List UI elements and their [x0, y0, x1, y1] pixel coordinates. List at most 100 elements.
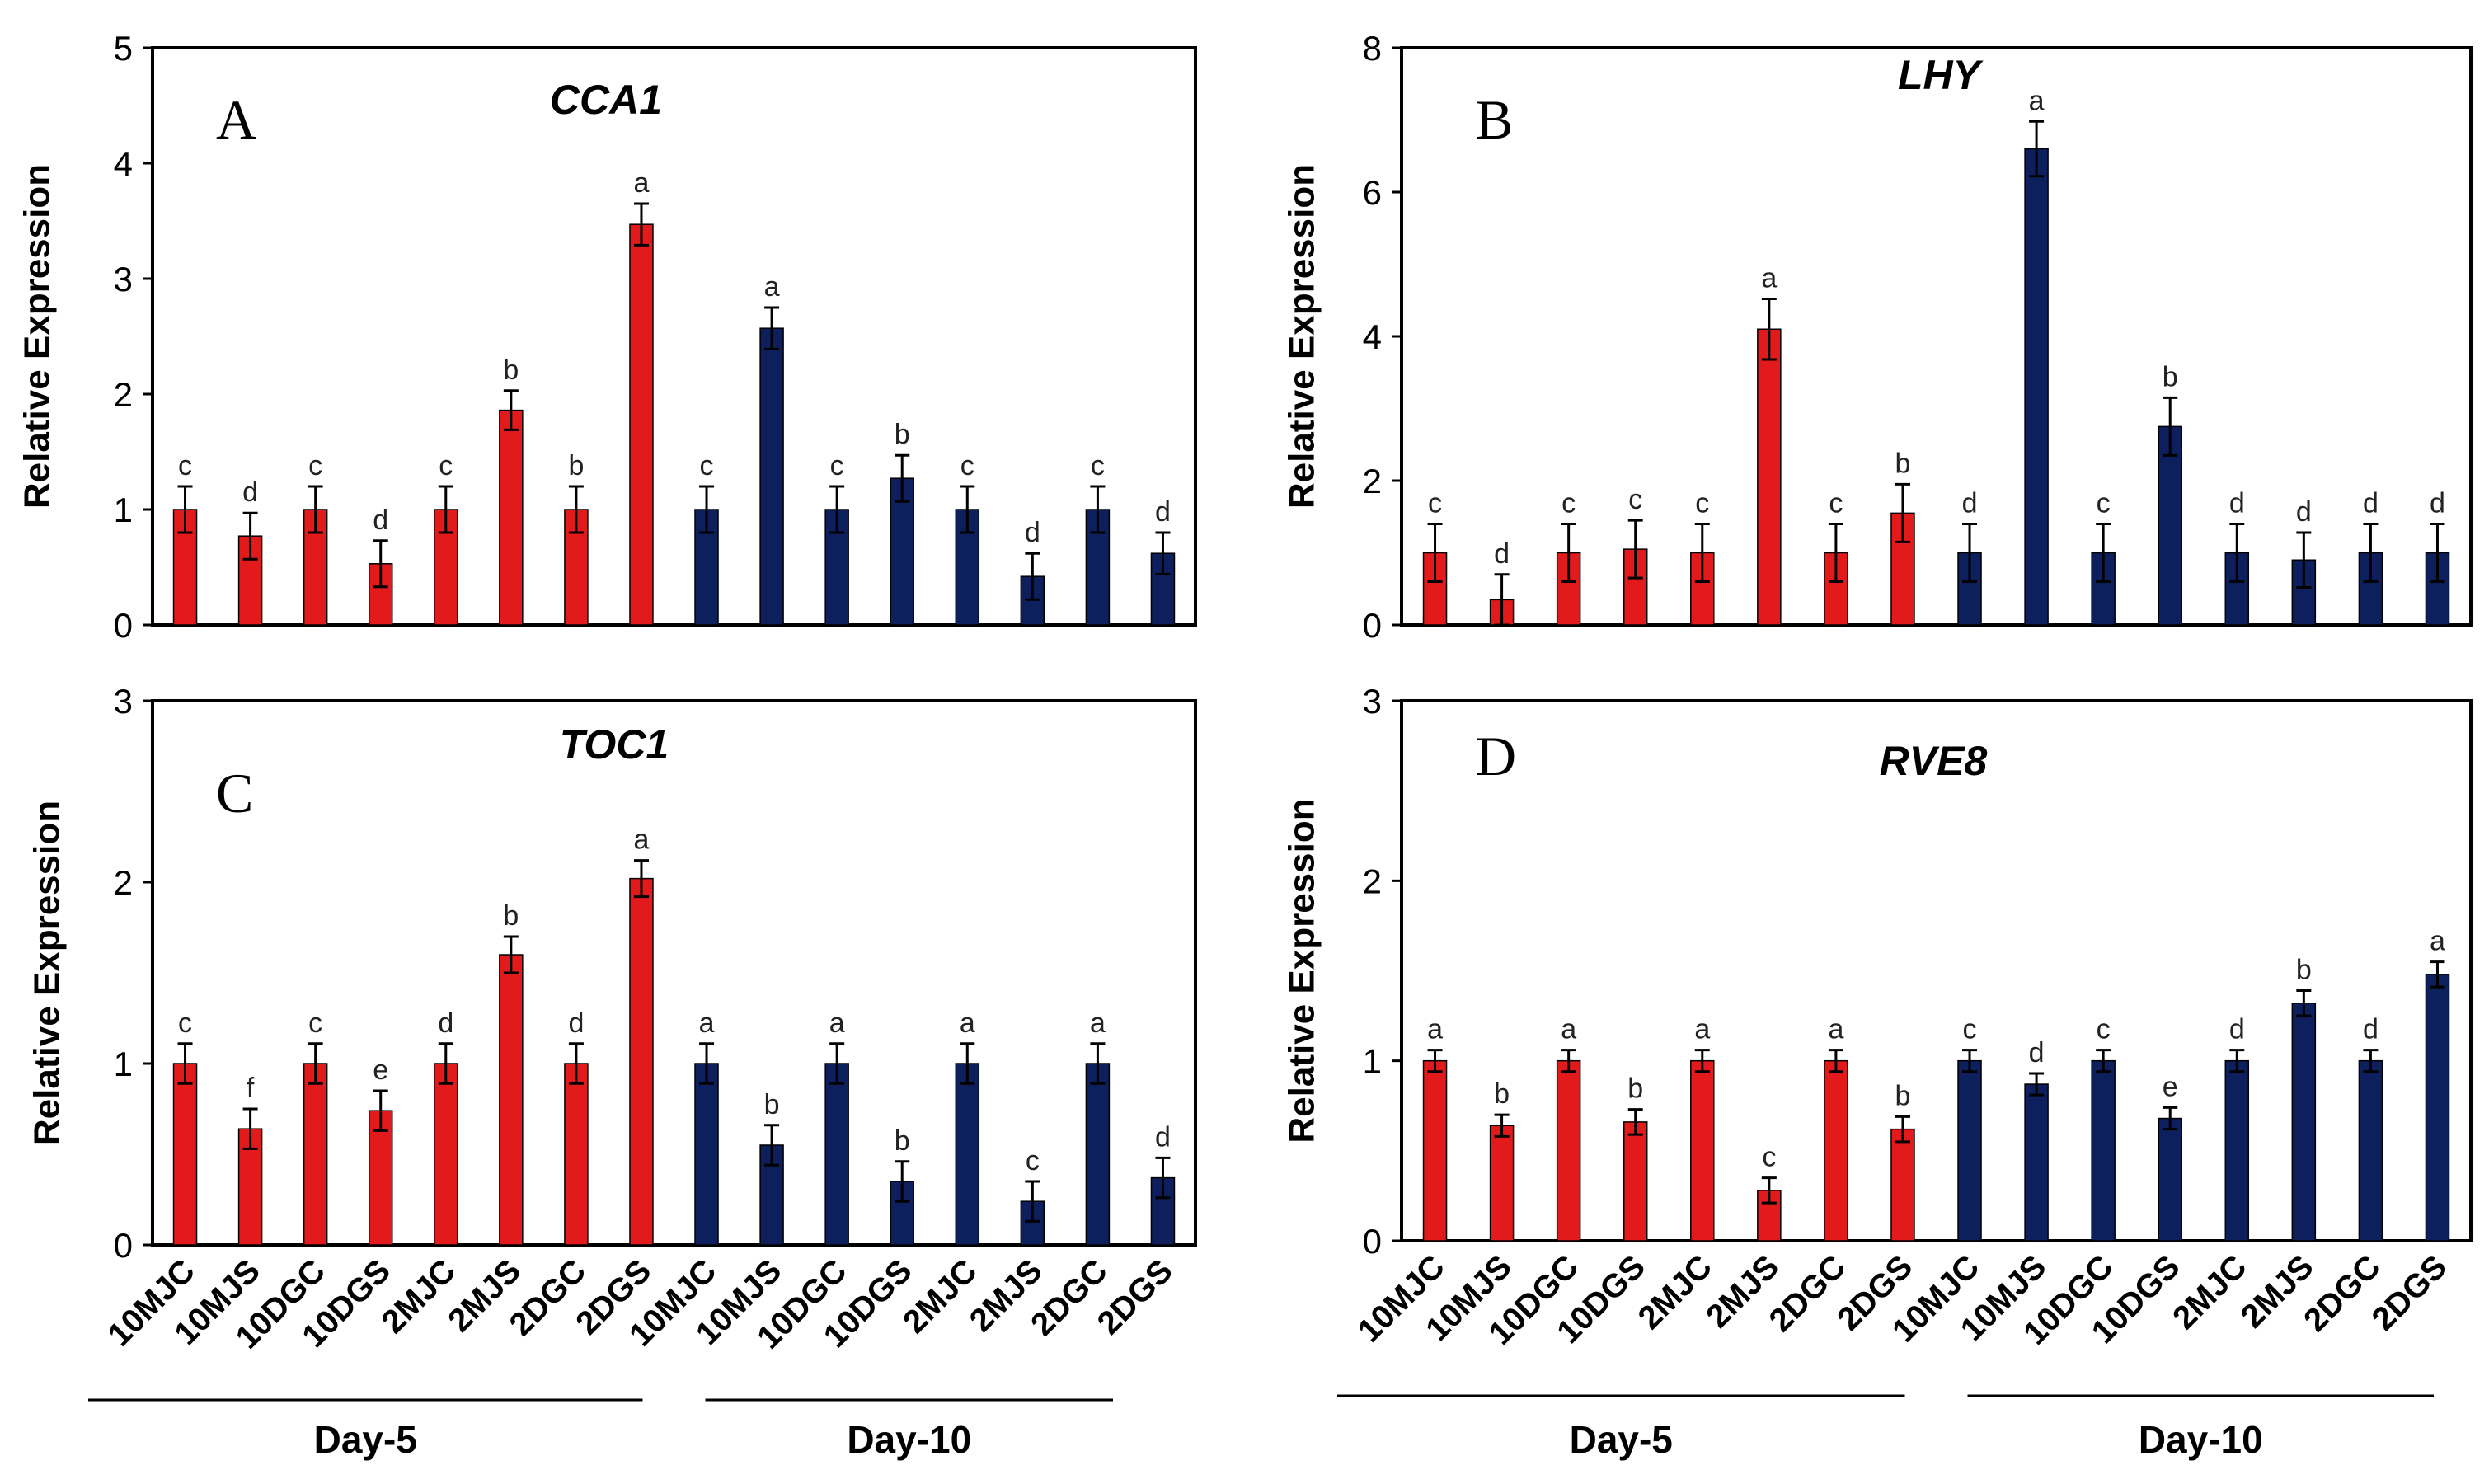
y-tick-label: 2 [114, 863, 133, 902]
significance-letter: c [178, 450, 192, 481]
significance-letter: c [1695, 488, 1709, 519]
y-axis-label: Relative Expression [17, 164, 58, 509]
significance-letter: c [439, 450, 453, 481]
significance-letter: a [1427, 1014, 1443, 1045]
significance-letter: b [568, 450, 584, 481]
group-label-day5: Day-5 [1570, 1418, 1673, 1461]
chart-panel-c: 0 1 2 3 Relative Expression TOC1 Cc f c e d b d a a b a b… [27, 682, 1197, 1461]
significance-letter: c [830, 450, 844, 481]
significance-letter: a [2430, 926, 2445, 957]
bar-2dgc-day5 [564, 1063, 589, 1246]
y-tick-label: 0 [1363, 606, 1382, 645]
plot-frame [151, 46, 1197, 627]
significance-letter: b [895, 1125, 910, 1157]
bar-10dgc-day10 [824, 1063, 849, 1246]
y-tick-label: 5 [114, 29, 133, 68]
significance-letter: d [2363, 488, 2379, 519]
x-tick-label: 2DGC [2297, 1248, 2388, 1339]
significance-letter: c [960, 450, 974, 481]
significance-letter: d [2229, 488, 2245, 519]
significance-letter: d [2296, 496, 2312, 528]
panel-letter: C [216, 762, 253, 824]
chart-panel-b: 0 2 4 6 8 Relative Expression LHY Bc d c c c a c b d a c b… [1282, 29, 2473, 645]
bar-10mjs-day5 [1489, 1125, 1515, 1242]
bar-2mjs-day5 [1757, 328, 1782, 626]
significance-letter: a [634, 167, 650, 199]
significance-letter: b [764, 1089, 780, 1120]
significance-letter: e [373, 1054, 388, 1086]
significance-letter: d [2430, 488, 2445, 519]
significance-letter: d [1155, 496, 1171, 528]
significance-letter: a [1561, 1014, 1576, 1045]
significance-letter: a [829, 1007, 845, 1039]
plot-frame [1400, 46, 2473, 627]
significance-letter: c [2097, 1014, 2111, 1045]
bar-2mjc-day10 [955, 1063, 980, 1246]
y-tick-label: 8 [1363, 29, 1382, 68]
significance-letter: c [1628, 484, 1642, 515]
bar-10dgc-day10 [2091, 1059, 2116, 1242]
bar-2mjc-day5 [1690, 1059, 1715, 1242]
significance-letter: d [1962, 488, 1978, 519]
significance-letter: d [2229, 1014, 2245, 1045]
bar-2dgc-day10 [2358, 1059, 2383, 1242]
significance-letter: c [1963, 1014, 1977, 1045]
chart-title: TOC1 [560, 721, 669, 768]
x-tick-label: 2DGS [1091, 1252, 1180, 1341]
x-tick-label: 2MJC [1632, 1248, 1720, 1336]
x-tick-label: 2DGC [1763, 1248, 1853, 1339]
bar-2dgc-day5 [1824, 1059, 1848, 1242]
significance-letter: b [1494, 1078, 1510, 1110]
significance-letter: d [373, 505, 388, 536]
chart-title: RVE8 [1880, 738, 1988, 784]
chart-title: LHY [1898, 52, 1984, 98]
significance-letter: c [1428, 488, 1442, 519]
x-tick-label: 2DGC [503, 1252, 594, 1343]
bar-2dgs-day5 [1890, 1128, 1915, 1242]
bar-10dgs-day10 [890, 477, 914, 626]
bar-2mjs-day10 [2291, 1003, 2317, 1242]
bar-10dgs-day10 [2158, 1117, 2182, 1242]
panel-letter: A [216, 88, 256, 151]
panel-letter: B [1476, 88, 1513, 151]
significance-letter: c [700, 450, 714, 481]
y-tick-label: 3 [1363, 682, 1382, 721]
significance-letter: c [1561, 488, 1576, 519]
y-tick-label: 0 [1363, 1222, 1382, 1261]
significance-letter: d [2363, 1014, 2379, 1045]
plot-frame [1400, 699, 2473, 1242]
significance-letter: d [438, 1007, 453, 1039]
y-tick-label: 2 [1363, 462, 1382, 500]
significance-letter: c [1091, 450, 1105, 481]
significance-letter: c [178, 1007, 192, 1039]
significance-letter: b [2296, 955, 2312, 986]
bar-10dgc-day5 [303, 1063, 328, 1246]
y-tick-label: 0 [114, 1226, 133, 1265]
bar-10mjc-day5 [172, 1063, 198, 1246]
significance-letter: c [308, 450, 322, 481]
significance-letter: b [503, 355, 519, 386]
y-tick-label: 3 [114, 682, 133, 721]
x-tick-label: 2DGS [2365, 1248, 2454, 1337]
bar-10mjc-day10 [1957, 1059, 1982, 1242]
significance-letter: c [1829, 488, 1843, 519]
panel-letter: D [1476, 725, 1516, 787]
significance-letter: c [308, 1007, 322, 1039]
y-axis-label: Relative Expression [27, 801, 68, 1145]
y-tick-label: 1 [114, 1045, 133, 1083]
bar-10mjs-day10 [2024, 148, 2049, 626]
significance-letter: a [764, 271, 780, 303]
y-tick-label: 3 [114, 260, 133, 298]
y-axis-label: Relative Expression [1282, 798, 1322, 1143]
bar-10dgc-day5 [1556, 1059, 1581, 1242]
x-tick-label: 2MJC [375, 1252, 463, 1341]
y-tick-label: 1 [114, 491, 133, 529]
bar-2dgs-day10 [2425, 974, 2450, 1242]
bar-10dgs-day5 [1623, 1121, 1648, 1242]
bar-2mjs-day5 [499, 954, 524, 1246]
y-tick-label: 2 [1363, 862, 1382, 900]
x-tick-label: 2MJC [896, 1252, 984, 1341]
significance-letter: a [1761, 263, 1777, 294]
significance-letter: b [1895, 1080, 1911, 1111]
